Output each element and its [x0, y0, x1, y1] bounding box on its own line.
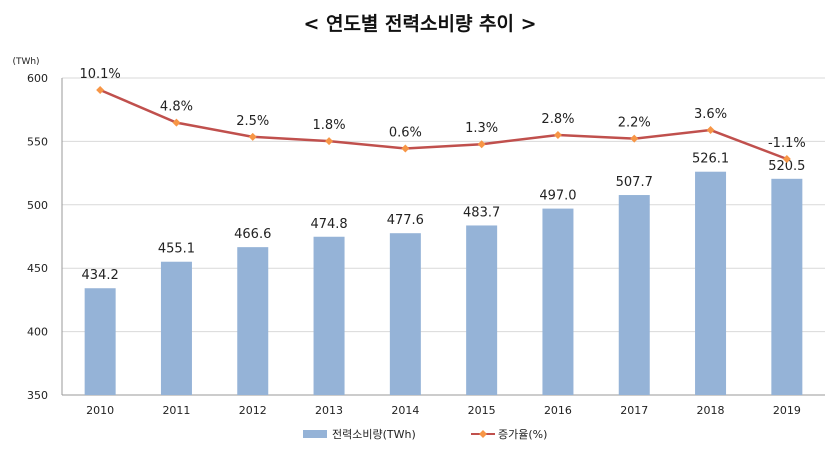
y-tick-label: 450 — [27, 262, 48, 275]
bar — [160, 261, 192, 395]
line-value-label: 2.8% — [541, 112, 574, 127]
bar-value-label: 477.6 — [387, 213, 424, 228]
line-value-label: 2.5% — [236, 114, 269, 129]
y-axis-ticks: 350 400 450 500 550 600 — [27, 72, 48, 402]
y-tick-label: 400 — [27, 326, 48, 339]
line-point — [96, 86, 105, 94]
bar — [84, 288, 116, 395]
line-point — [477, 140, 486, 149]
bar — [313, 236, 345, 395]
x-tick-label: 2011 — [162, 404, 190, 417]
x-axis-ticks: 2010 2011 2012 2013 2014 2015 2016 2017 2018 2019 — [86, 404, 801, 417]
line-data-labels: 10.1% 4.8% 2.5% 1.8% 0.6% 1.3% 2.8% 2.2% 3.6% -1.… — [79, 67, 805, 151]
bar — [618, 195, 650, 395]
legend-label-growth: 증가율(%) — [498, 428, 547, 441]
bar — [542, 208, 574, 395]
x-tick-label: 2015 — [468, 404, 496, 417]
y-tick-label: 350 — [27, 389, 48, 402]
bar-value-label: 455.1 — [158, 242, 195, 257]
legend-swatch-consumption — [303, 430, 327, 438]
y-tick-label: 600 — [27, 72, 48, 85]
line-point — [248, 132, 257, 141]
bar — [466, 225, 498, 395]
x-tick-label: 2014 — [391, 404, 419, 417]
line-value-label: 2.2% — [618, 116, 651, 131]
line-point — [630, 134, 639, 143]
line-point — [553, 130, 562, 139]
line-series — [96, 86, 791, 163]
x-tick-label: 2012 — [239, 404, 267, 417]
line-point — [172, 118, 181, 127]
bar-value-label: 507.7 — [616, 175, 653, 190]
line-value-label: 0.6% — [389, 126, 422, 141]
x-tick-label: 2019 — [773, 404, 801, 417]
bar — [237, 247, 269, 395]
legend-label-consumption: 전력소비량(TWh) — [332, 428, 416, 441]
line-point — [401, 144, 410, 153]
line-point — [782, 155, 791, 163]
growth-line — [99, 88, 788, 161]
line-point — [706, 126, 715, 135]
bar — [771, 178, 803, 395]
bar — [389, 233, 421, 395]
line-value-label: 3.6% — [694, 107, 727, 122]
y-tick-label: 550 — [27, 135, 48, 148]
y-axis-unit: (TWh) — [12, 57, 39, 67]
bar-series — [84, 171, 803, 395]
line-value-label: 4.8% — [160, 100, 193, 115]
bar — [695, 171, 727, 395]
bar-value-label: 483.7 — [463, 205, 500, 220]
line-value-label: 10.1% — [79, 67, 120, 82]
bar-value-label: 434.2 — [82, 268, 119, 283]
y-tick-label: 500 — [27, 199, 48, 212]
bar-value-label: 520.5 — [768, 159, 805, 174]
line-value-label: -1.1% — [768, 136, 806, 151]
x-tick-label: 2017 — [620, 404, 648, 417]
x-tick-label: 2018 — [697, 404, 725, 417]
x-tick-label: 2010 — [86, 404, 114, 417]
line-value-label: 1.8% — [313, 118, 346, 133]
line-value-label: 1.3% — [465, 121, 498, 136]
chart-title: < 연도별 전력소비량 추이 > — [303, 13, 536, 35]
x-tick-label: 2016 — [544, 404, 572, 417]
legend-marker-growth — [479, 430, 487, 438]
bar-data-labels: 434.2 455.1 466.6 474.8 477.6 483.7 497.0 507.7… — [82, 152, 806, 284]
bar-value-label: 474.8 — [310, 217, 347, 232]
bar-value-label: 526.1 — [692, 152, 729, 167]
line-point — [325, 137, 334, 146]
bar-value-label: 497.0 — [539, 189, 576, 204]
bar-value-label: 466.6 — [234, 227, 271, 242]
legend: 전력소비량(TWh) 증가율(%) — [303, 428, 547, 441]
x-tick-label: 2013 — [315, 404, 343, 417]
